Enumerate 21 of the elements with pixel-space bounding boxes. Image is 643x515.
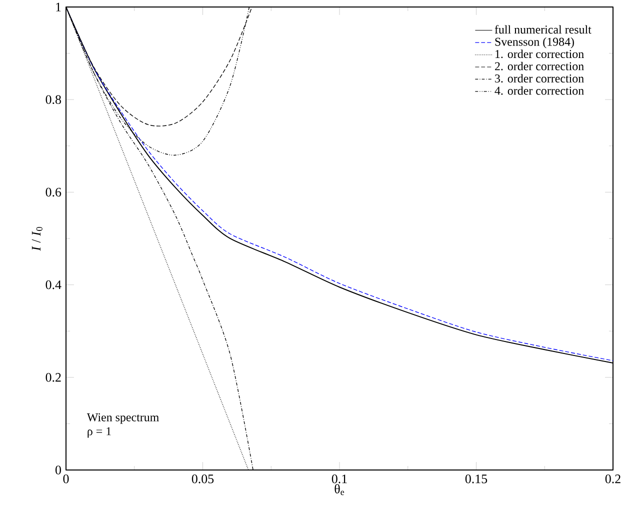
x-tick-label: 0 xyxy=(63,474,69,484)
legend-label: Svensson (1984) xyxy=(495,37,574,48)
y-tick-label: 0.2 xyxy=(46,373,61,382)
annotation: ρ = 1 xyxy=(88,427,111,438)
x-axis-title: θ$_{e}$ xyxy=(334,484,344,496)
x-tick-label: 0.05 xyxy=(192,474,214,484)
legend-label: 4. order correction xyxy=(494,86,584,95)
y-tick-label: 0.8 xyxy=(46,95,61,104)
legend-label: 3. order correction xyxy=(495,74,584,83)
annotation: Wien spectrum xyxy=(86,413,159,424)
x-tick-label: 0.1 xyxy=(332,474,347,484)
legend-label: 1. order correction xyxy=(496,50,584,58)
legend-label: 2. order correction xyxy=(495,62,584,70)
legend-label: full numerical result xyxy=(494,25,592,34)
y-tick-label: 0.6 xyxy=(46,188,62,197)
y-tick-label: 1 xyxy=(56,2,61,12)
y-tick-label: 0.4 xyxy=(46,280,62,290)
y-axis-title: I / I$_{0}$ xyxy=(32,226,42,251)
x-tick-label: 0.15 xyxy=(465,474,488,484)
y-tick-label: 0 xyxy=(56,466,61,474)
x-tick-label: 0.2 xyxy=(605,474,620,484)
